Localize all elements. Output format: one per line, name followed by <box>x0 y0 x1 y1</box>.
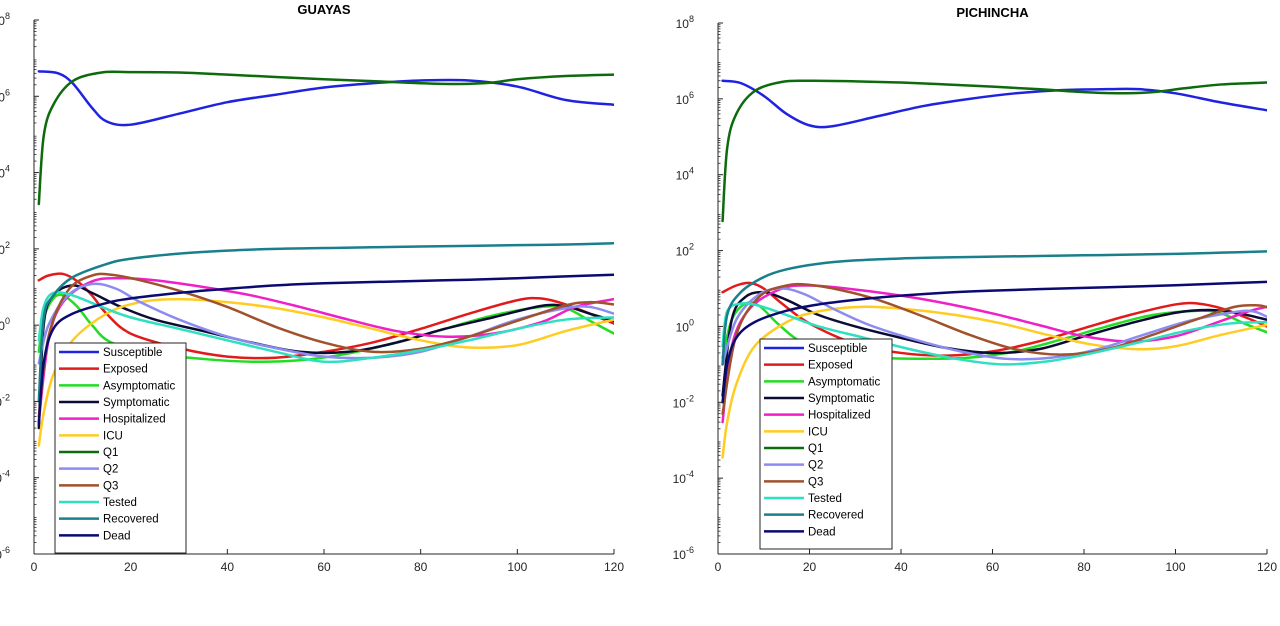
legend-label: Hospitalized <box>808 410 871 422</box>
legend-label: Asymptomatic <box>808 376 880 388</box>
y-tick-label: 10-4 <box>673 469 694 486</box>
x-tick-label: 60 <box>986 560 1000 574</box>
y-tick-label: 104 <box>0 164 10 181</box>
legend-label: Symptomatic <box>103 397 170 409</box>
x-tick-label: 0 <box>715 560 722 574</box>
series-line-q3 <box>37 272 614 418</box>
legend-label: Dead <box>103 530 131 542</box>
y-tick-label: 104 <box>676 166 694 183</box>
x-tick-label: 100 <box>1165 560 1185 574</box>
legend-label: Q2 <box>103 464 118 476</box>
y-tick-label: 10-6 <box>0 545 10 562</box>
legend-label: ICU <box>103 430 123 442</box>
x-tick-label: 120 <box>1257 560 1277 574</box>
legend-label: Tested <box>103 497 137 509</box>
x-tick-label: 120 <box>604 560 624 574</box>
legend-label: Exposed <box>103 364 148 376</box>
y-tick-label: 106 <box>676 90 694 107</box>
x-tick-label: 0 <box>31 560 38 574</box>
chart-2: PICHINCHA 0 20 40 60 80 100 120 10-6 10-4 10-2 100 1… <box>673 5 1278 574</box>
series-line-tested <box>37 290 614 364</box>
series-line-q1 <box>721 79 1267 223</box>
legend-label: Recovered <box>808 510 864 522</box>
legend-label: Dead <box>808 526 836 538</box>
x-tick-label: 60 <box>317 560 331 574</box>
y-tick-label: 108 <box>676 14 694 31</box>
x-tick-label: 80 <box>1077 560 1091 574</box>
y-tick-label: 100 <box>676 317 694 334</box>
x-tick-label: 40 <box>894 560 908 574</box>
legend-label: Asymptomatic <box>103 380 175 392</box>
legend-label: Q1 <box>808 443 823 455</box>
legend-label: Susceptible <box>808 343 867 355</box>
legend-label: Tested <box>808 493 842 505</box>
legend-label: Q1 <box>103 447 118 459</box>
series-line-q1 <box>37 70 614 206</box>
series-line-icu <box>721 305 1267 459</box>
y-tick-label: 102 <box>0 240 10 257</box>
legend-label: Exposed <box>808 360 853 372</box>
chart-title: GUAYAS <box>297 2 351 17</box>
series-group <box>721 79 1267 459</box>
legend-label: Susceptible <box>103 347 162 359</box>
series-line-dead <box>721 280 1267 404</box>
y-tick-label: 106 <box>0 87 10 104</box>
series-line-recovered <box>721 250 1267 366</box>
series-line-dead <box>37 273 614 426</box>
series-line-tested <box>721 302 1267 366</box>
legend-label: Hospitalized <box>103 414 166 426</box>
x-tick-label: 20 <box>124 560 138 574</box>
y-tick-label: 10-2 <box>0 392 10 409</box>
series-line-q3 <box>721 282 1267 415</box>
x-tick-label: 100 <box>507 560 527 574</box>
y-tick-label: 102 <box>676 242 694 259</box>
legend-label: ICU <box>808 426 828 438</box>
legend-label: Q3 <box>808 476 823 488</box>
legend-label: Symptomatic <box>808 393 875 405</box>
y-tick-label: 100 <box>0 316 10 333</box>
chart-1: GUAYAS 0 20 40 60 80 100 120 10-6 10-4 10-2 100 102 1… <box>0 2 624 574</box>
x-tick-label: 40 <box>221 560 235 574</box>
x-tick-label: 80 <box>414 560 428 574</box>
legend-label: Q3 <box>103 480 118 492</box>
chart-title: PICHINCHA <box>956 5 1029 20</box>
y-tick-label: 10-4 <box>0 469 10 486</box>
legend-label: Recovered <box>103 514 159 526</box>
legend-label: Q2 <box>808 460 823 472</box>
y-tick-label: 10-2 <box>673 393 694 410</box>
x-tick-label: 20 <box>803 560 817 574</box>
legend: Susceptible Exposed Asymptomatic Symptomati… <box>759 338 893 550</box>
y-tick-label: 108 <box>0 11 10 28</box>
series-line-recovered <box>37 242 614 403</box>
y-tick-label: 10-6 <box>673 545 694 562</box>
legend: Susceptible Exposed Asymptomatic Symptomati… <box>54 342 187 554</box>
